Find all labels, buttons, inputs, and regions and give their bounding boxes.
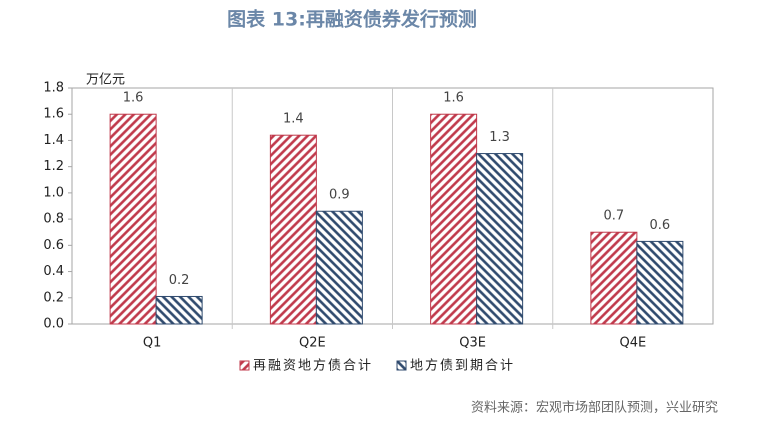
- bar: [476, 153, 524, 325]
- y-tick-label: 0.6: [43, 238, 64, 253]
- y-tick-label: 1.2: [43, 159, 64, 174]
- value-label: 1.6: [443, 91, 464, 106]
- value-label: 0.2: [169, 273, 190, 288]
- y-tick-label: 0.8: [43, 212, 64, 227]
- bar: [636, 240, 684, 325]
- value-label: 1.3: [489, 130, 510, 145]
- bar: [430, 113, 478, 325]
- source: 资料来源：宏观市场部团队预测，兴业研究: [471, 400, 718, 416]
- bar: [590, 231, 638, 325]
- x-tick-label: Q3E: [459, 336, 486, 351]
- legend-swatch: [239, 360, 250, 371]
- value-label: 0.7: [604, 209, 625, 224]
- bar: [155, 295, 203, 325]
- y-tick-label: 0.4: [43, 264, 64, 279]
- chart-title: 图表 13:再融资债券发行预测: [227, 8, 477, 31]
- legend-swatch: [396, 360, 407, 371]
- y-tick-label: 0.0: [43, 317, 64, 332]
- x-tick-label: Q2E: [299, 336, 326, 351]
- legend-label: 地方债到期合计: [410, 358, 515, 374]
- value-label: 1.6: [123, 91, 144, 106]
- y-tick-label: 1.6: [43, 107, 64, 122]
- value-label: 0.9: [329, 188, 350, 203]
- bar: [109, 113, 157, 325]
- y-tick-label: 1.0: [43, 185, 64, 200]
- bar: [315, 210, 363, 325]
- y-tick-label: 1.4: [43, 133, 64, 148]
- legend-label: 再融资地方债合计: [253, 358, 373, 374]
- x-tick-label: Q4E: [620, 336, 647, 351]
- value-label: 0.6: [650, 218, 671, 233]
- x-tick-label: Q1: [143, 336, 162, 351]
- bar: [269, 134, 317, 325]
- value-label: 1.4: [283, 112, 304, 127]
- y-tick-label: 1.8: [43, 81, 64, 96]
- y-axis-label: 万亿元: [86, 73, 125, 88]
- y-tick-label: 0.2: [43, 290, 64, 305]
